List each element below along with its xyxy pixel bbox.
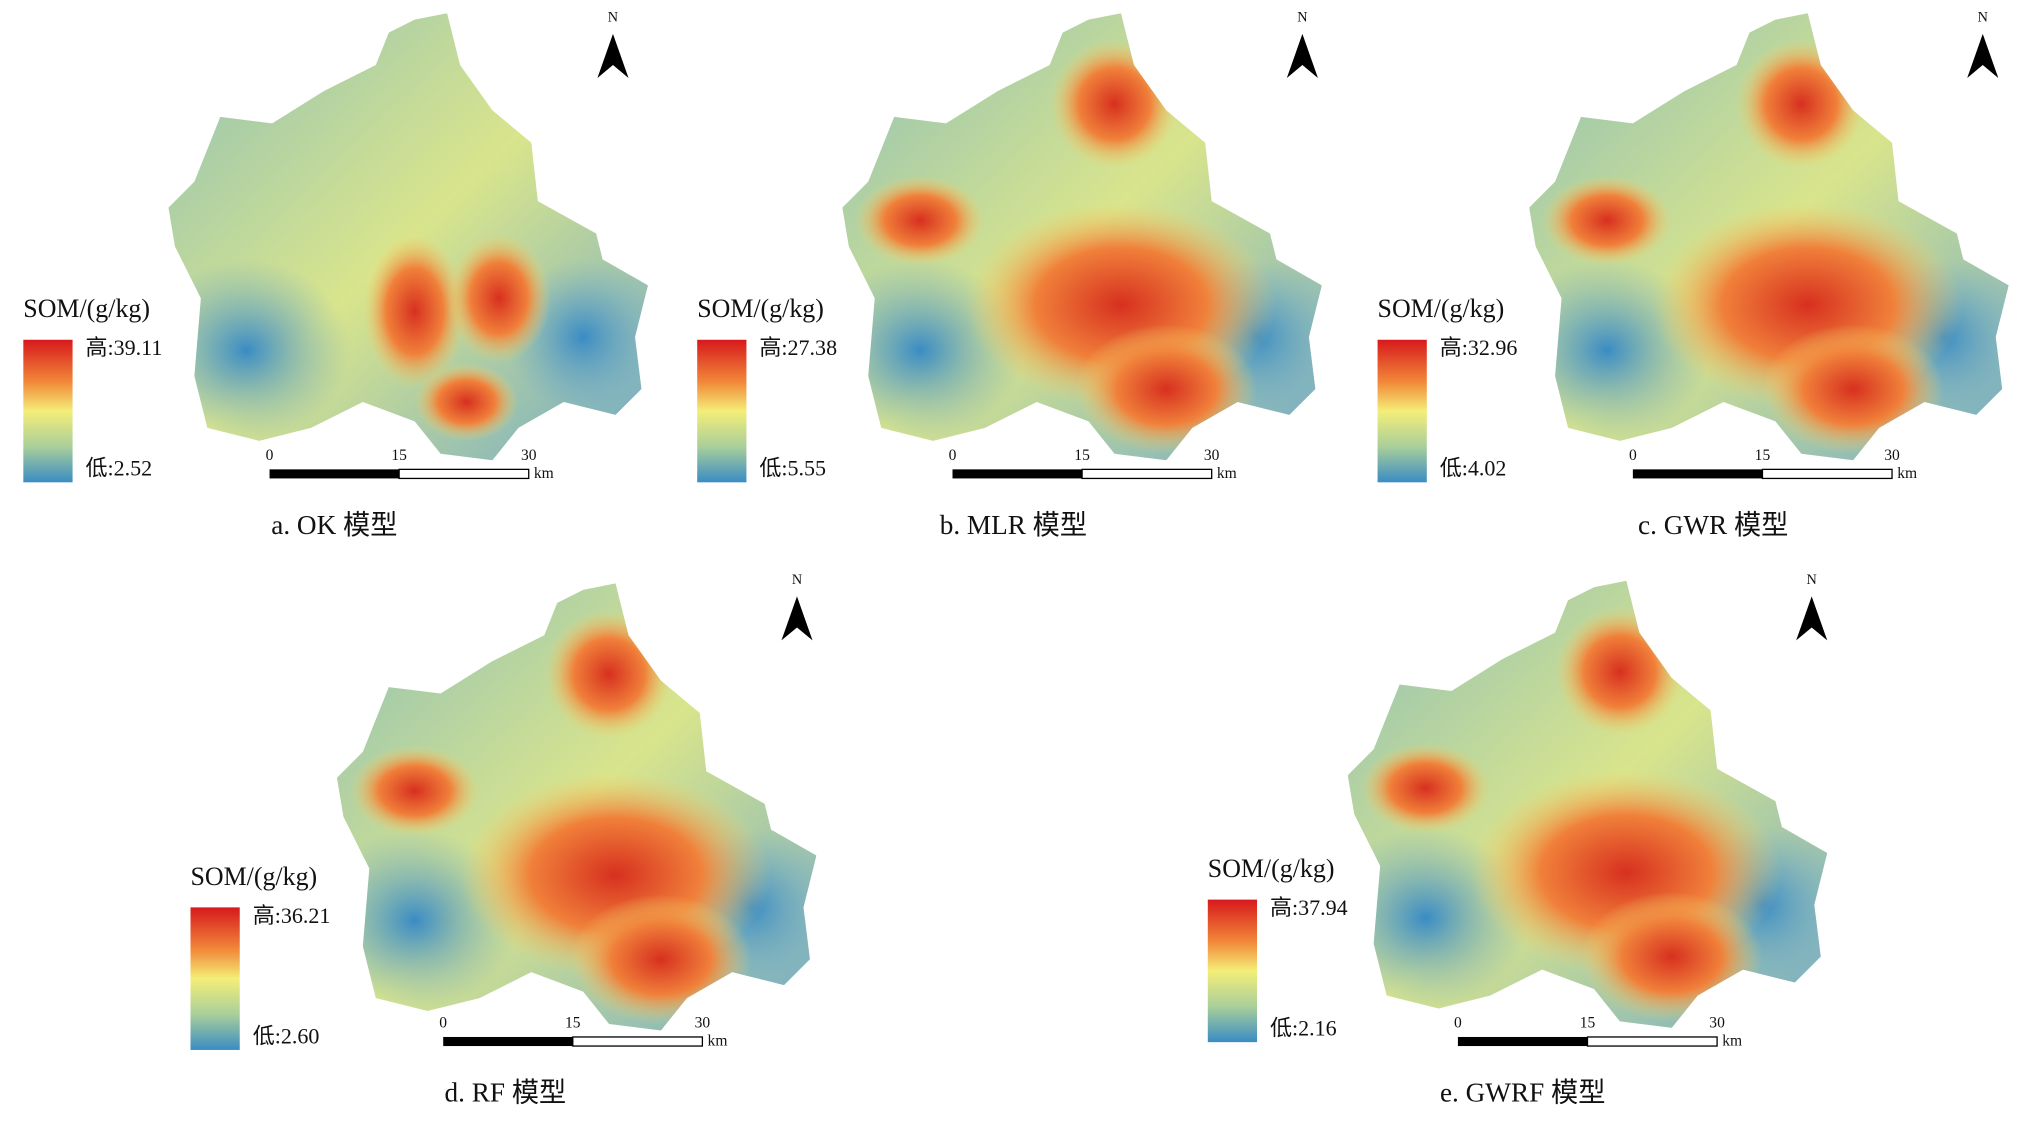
scale-label: 0 <box>266 447 274 464</box>
legend-ramp <box>190 907 240 1050</box>
legend-title: SOM/(g/kg) <box>1208 854 1335 883</box>
high-area <box>544 609 674 739</box>
high-area <box>447 233 551 364</box>
legend-high: 高:36.21 <box>253 903 331 928</box>
scale-bar-light <box>1761 468 1893 480</box>
scale-bar-light <box>572 1036 704 1047</box>
north-arrow <box>1967 33 1999 78</box>
north-arrow <box>597 33 629 78</box>
legend-high: 高:37.94 <box>1270 895 1348 920</box>
scale-label: 30 <box>695 1015 711 1032</box>
map-fill <box>336 583 817 1031</box>
map <box>1529 13 2009 461</box>
high-area <box>1555 606 1685 737</box>
caption: d. RF 模型 <box>445 1078 567 1108</box>
scale-label: 15 <box>1074 447 1090 464</box>
scale-bar-dark <box>1632 469 1763 479</box>
high-area <box>362 233 467 390</box>
high-area <box>414 363 519 441</box>
caption: b. MLR 模型 <box>940 510 1087 540</box>
north-label: N <box>1978 10 1988 26</box>
legend-low: 低:4.02 <box>1440 456 1507 481</box>
legend-low: 低:5.55 <box>759 456 826 481</box>
north-label: N <box>792 572 802 588</box>
legend-ramp <box>23 339 73 483</box>
high-area <box>1736 39 1867 169</box>
north-label: N <box>1807 572 1817 588</box>
legend-high: 高:27.38 <box>759 335 837 360</box>
map <box>336 583 817 1031</box>
legend-high: 高:32.96 <box>1440 335 1518 360</box>
high-area <box>1075 324 1258 454</box>
legend-ramp <box>1377 339 1427 483</box>
north-arrow <box>1796 596 1828 641</box>
scale-label: 0 <box>1454 1015 1462 1032</box>
legend-title: SOM/(g/kg) <box>697 294 824 323</box>
scale-label: 30 <box>1709 1015 1725 1032</box>
high-area <box>1049 39 1180 169</box>
scale-label: 30 <box>521 447 537 464</box>
scale-bar-dark <box>269 469 400 479</box>
high-area <box>570 894 752 1025</box>
scale-label: 15 <box>565 1015 581 1032</box>
scale-unit: km <box>1217 465 1237 482</box>
map-fill <box>1529 13 2009 461</box>
legend-low: 低:2.16 <box>1270 1016 1337 1041</box>
legend-low: 低:2.60 <box>253 1023 320 1048</box>
scale-bar-dark <box>1457 1036 1588 1047</box>
scale-unit: km <box>1722 1033 1742 1050</box>
high-area <box>349 745 480 837</box>
scale-unit: km <box>1897 465 1917 482</box>
scale-unit: km <box>708 1033 728 1050</box>
legend-title: SOM/(g/kg) <box>23 294 150 323</box>
legend-title: SOM/(g/kg) <box>191 862 318 891</box>
high-area <box>855 175 985 266</box>
map-fill <box>168 13 648 461</box>
scale-bar-dark <box>443 1036 573 1047</box>
north-arrow <box>1286 33 1318 78</box>
scale-unit: km <box>534 465 554 482</box>
map-fill <box>842 13 1322 461</box>
north-label: N <box>608 10 618 26</box>
legend-ramp <box>1207 899 1258 1043</box>
scale-label: 0 <box>949 447 957 464</box>
north-label: N <box>1297 10 1307 26</box>
map-fill <box>1347 580 1828 1028</box>
scale-label: 15 <box>1580 1015 1596 1032</box>
legend-title: SOM/(g/kg) <box>1378 294 1505 323</box>
legend-low: 低:2.52 <box>86 456 153 481</box>
legend-high: 高:39.11 <box>86 335 163 360</box>
scale-label: 30 <box>1884 447 1900 464</box>
high-area <box>1762 324 1944 454</box>
low-area <box>168 259 350 441</box>
scale-label: 0 <box>439 1015 447 1032</box>
scale-bar-light <box>1081 468 1213 480</box>
caption: e. GWRF 模型 <box>1440 1078 1605 1108</box>
map <box>1347 580 1828 1028</box>
scale-bar-light <box>398 468 530 480</box>
scale-label: 0 <box>1629 447 1637 464</box>
high-area <box>1360 742 1491 834</box>
caption: a. OK 模型 <box>271 510 397 540</box>
scale-bar-dark <box>952 469 1083 479</box>
scale-label: 15 <box>1755 447 1771 464</box>
scale-bar-light <box>1586 1036 1718 1047</box>
high-area <box>1542 175 1672 266</box>
scale-label: 15 <box>391 447 407 464</box>
high-area <box>1581 891 1763 1022</box>
caption: c. GWR 模型 <box>1638 510 1788 540</box>
legend-ramp <box>697 339 747 483</box>
map <box>168 13 648 461</box>
scale-label: 30 <box>1204 447 1220 464</box>
map <box>842 13 1322 461</box>
north-arrow <box>781 596 813 641</box>
